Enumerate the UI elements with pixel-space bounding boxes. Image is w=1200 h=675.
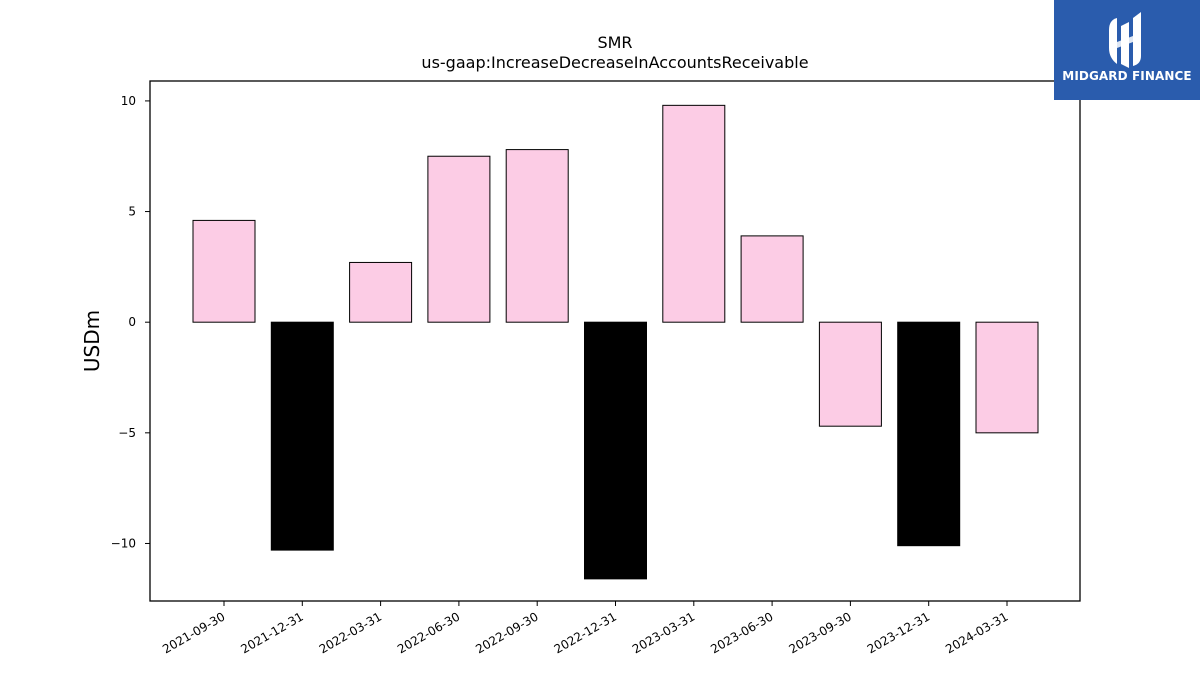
bar (740, 235, 804, 323)
chart-title: SMR (597, 33, 632, 52)
y-tick-label: 0 (128, 315, 136, 329)
midgard-logo-icon (1109, 12, 1141, 68)
bar (270, 321, 334, 551)
bar (192, 219, 256, 323)
chart-subtitle: us-gaap:IncreaseDecreaseInAccountsReceiv… (421, 53, 808, 72)
y-tick-label: −10 (111, 536, 136, 550)
x-tick-label: 2023-06-30 (708, 609, 775, 656)
y-tick-label: 5 (128, 205, 136, 219)
x-tick-label: 2021-12-31 (238, 609, 305, 656)
y-tick-label: 10 (121, 94, 136, 108)
bar (505, 149, 569, 323)
bar (897, 321, 961, 547)
bar (427, 155, 491, 323)
brand-logo: MIDGARD FINANCE (1054, 0, 1200, 100)
x-tick-label: 2022-09-30 (473, 609, 540, 656)
bar (975, 321, 1039, 434)
x-tick-label: 2021-09-30 (160, 609, 227, 656)
x-tick-label: 2022-12-31 (552, 609, 619, 656)
x-tick-label: 2023-03-31 (630, 609, 697, 656)
bar (349, 261, 413, 323)
x-tick-label: 2023-09-30 (786, 609, 853, 656)
bar (662, 104, 726, 323)
bar (818, 321, 882, 427)
y-tick-label: −5 (118, 426, 136, 440)
brand-name: MIDGARD FINANCE (1062, 69, 1192, 83)
x-tick-label: 2023-12-31 (865, 609, 932, 656)
y-axis-label: USDm (80, 310, 104, 372)
bar (584, 321, 647, 580)
x-tick-label: 2022-03-31 (317, 609, 384, 656)
x-tick-label: 2024-03-31 (943, 609, 1010, 656)
x-tick-label: 2022-06-30 (395, 609, 462, 656)
